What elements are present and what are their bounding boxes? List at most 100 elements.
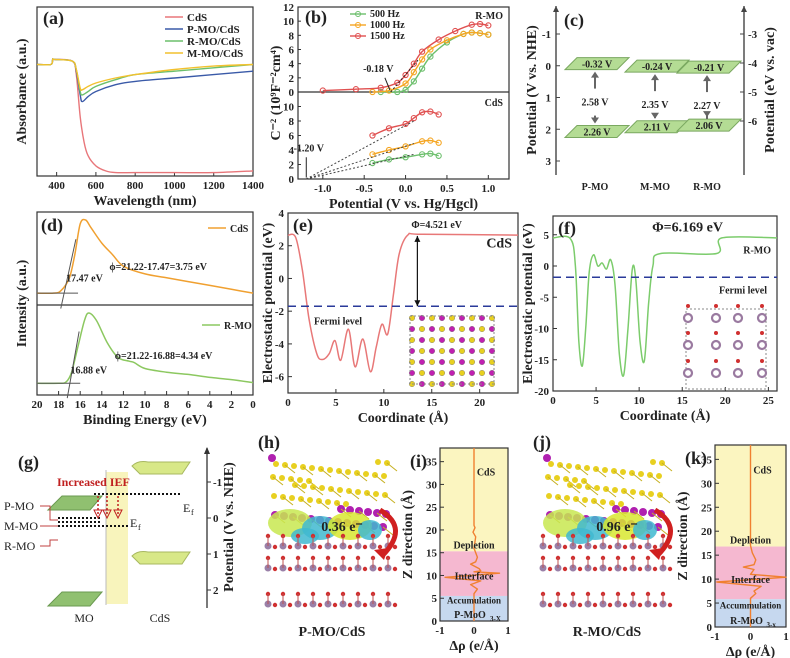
structure-caption: P-MO/CdS: [299, 625, 366, 640]
panel-label-k: (k): [685, 448, 707, 469]
atom: [469, 370, 476, 377]
x-tick-label: 20: [474, 397, 486, 409]
transferred-charge-label: 0.96 e⁻: [596, 520, 638, 535]
panel-b-frame: [297, 6, 510, 180]
legend-entry: R-MO: [224, 321, 252, 332]
atom: [459, 370, 466, 377]
y-tick-label: -6: [748, 116, 758, 128]
region-label: CdS: [477, 467, 496, 478]
y-tick-label: 35: [701, 454, 713, 466]
atom: [566, 463, 572, 469]
o-atom: [592, 602, 598, 608]
region-label-subscript: 3-X: [490, 615, 501, 623]
bond: [659, 494, 671, 504]
atom: [479, 359, 486, 366]
panel-a-frame: [36, 6, 254, 177]
y-tick-label: 10: [283, 102, 295, 114]
atom: [363, 471, 369, 477]
y-tick-label: 2: [289, 160, 295, 172]
o-atom: [592, 566, 598, 572]
o-atom: [667, 544, 673, 550]
y-tick-label: 20: [701, 526, 713, 538]
x-tick-label: 1: [783, 631, 789, 643]
atom: [584, 465, 590, 471]
panel-c: -1 0 1 2 3 -3 -4 -5 -6 -0.32 V 2.26 V 2.58 V P-MO -0.…: [525, 6, 778, 193]
y-tick-label: 2: [289, 73, 295, 85]
atom: [459, 326, 466, 333]
right-axis-label: Potential (eV vs. vac): [763, 27, 778, 153]
mo-atom: [756, 367, 768, 379]
atom: [301, 483, 307, 489]
region-label: Accummulation: [720, 600, 782, 610]
y-tick-label: 0: [289, 174, 295, 186]
bond: [613, 470, 625, 480]
bond: [641, 492, 653, 502]
o-atom: [377, 566, 383, 572]
axis-arrow: [553, 6, 559, 12]
x-tick-label: 15: [677, 395, 689, 407]
atom: [364, 508, 372, 516]
y-tick-label: -1: [542, 29, 551, 41]
extrapolation-line: [306, 153, 414, 180]
o-atom: [652, 566, 658, 572]
series-cds: [36, 218, 254, 295]
o-atom: [637, 602, 643, 608]
material-label: R-MO: [4, 539, 36, 553]
y-tick-label: 15: [426, 548, 438, 560]
axis-arrow: [204, 447, 210, 454]
o-atom: [362, 544, 368, 550]
region-label: Interface: [731, 575, 770, 586]
atom: [620, 469, 626, 475]
legend-entry: CdS: [230, 224, 249, 235]
atom: [459, 348, 466, 355]
atom: [273, 461, 279, 467]
x-tick-label: 10: [378, 397, 390, 409]
region-label: CdS: [753, 466, 772, 477]
o-atom: [760, 331, 764, 335]
atom: [630, 489, 636, 495]
bond: [557, 496, 569, 506]
data-point: [476, 30, 484, 37]
o-atom: [667, 602, 673, 608]
top-series-label: R-MO: [475, 11, 503, 22]
series-r-mo-cds: [36, 58, 254, 96]
interface-plane: [106, 472, 128, 604]
x-tick-label: 20: [720, 395, 732, 407]
o-atom: [547, 566, 553, 572]
arrow-head: [102, 509, 112, 520]
series-1500-Hz: [372, 110, 439, 137]
series-m-mo-cds: [36, 58, 254, 92]
atom: [439, 359, 446, 366]
panel-a: 400 600 800 1000 1200 1400 (a) CdSP-MO/CdSR-MO/…: [15, 6, 265, 209]
panel-label-f: (f): [558, 218, 576, 239]
x-tick-label: -1.0: [314, 183, 332, 195]
o-atom: [736, 359, 740, 363]
fermi-level-label: Fermi level: [719, 285, 767, 296]
atom: [419, 337, 426, 344]
arrow-head: [649, 548, 663, 560]
legend-marker: [355, 33, 361, 39]
atom: [429, 348, 436, 355]
data-point: [418, 56, 426, 63]
atom: [479, 348, 486, 355]
atom: [489, 348, 496, 355]
atom: [309, 465, 315, 471]
region-label: Accumulation: [447, 596, 501, 606]
mo-atom: [682, 367, 694, 379]
bond: [284, 464, 296, 474]
atom: [439, 337, 446, 344]
x-tick-label: -0.5: [355, 183, 373, 195]
bond: [302, 466, 314, 476]
x-tick-label: 12: [118, 399, 130, 411]
y-tick-label: 1: [213, 549, 219, 561]
o-atom: [714, 331, 718, 335]
atom: [469, 348, 476, 355]
y-tick-label: 0: [707, 622, 713, 634]
mo-atom: [732, 367, 744, 379]
edge-fit: [60, 239, 77, 309]
panel-e-frame: [287, 212, 519, 394]
o-atom: [287, 544, 293, 550]
y-tick-label: 5: [432, 593, 438, 605]
bond: [386, 462, 398, 472]
